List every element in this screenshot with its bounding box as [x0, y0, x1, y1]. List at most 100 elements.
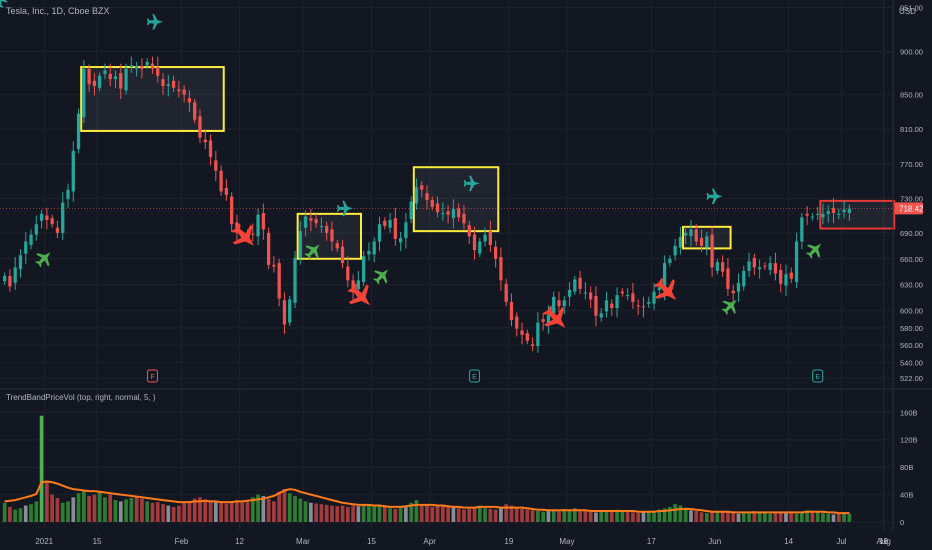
candle[interactable]: [842, 200, 846, 219]
candle[interactable]: [124, 63, 128, 95]
candle[interactable]: [847, 204, 851, 221]
candle[interactable]: [472, 226, 477, 260]
candle[interactable]: [483, 227, 487, 247]
candle[interactable]: [29, 229, 33, 250]
candle[interactable]: [731, 284, 735, 302]
candle[interactable]: [541, 313, 545, 331]
candle[interactable]: [261, 203, 265, 240]
candle[interactable]: [694, 224, 698, 246]
candle[interactable]: [76, 108, 81, 154]
candle[interactable]: [182, 85, 186, 103]
candle[interactable]: [346, 256, 350, 288]
volume-series[interactable]: [2, 415, 852, 522]
candle[interactable]: [747, 252, 751, 277]
candle[interactable]: [573, 276, 577, 296]
candle[interactable]: [509, 293, 514, 327]
candle[interactable]: [773, 252, 778, 281]
candle[interactable]: [457, 203, 461, 222]
candle[interactable]: [367, 242, 371, 261]
candle[interactable]: [61, 192, 65, 240]
candle[interactable]: [140, 58, 144, 79]
candle[interactable]: [256, 208, 260, 245]
candle[interactable]: [398, 232, 403, 251]
candle[interactable]: [520, 322, 524, 345]
candle[interactable]: [625, 288, 630, 301]
candle[interactable]: [119, 63, 123, 99]
candle[interactable]: [678, 226, 683, 255]
candle[interactable]: [578, 270, 582, 295]
candle[interactable]: [214, 150, 218, 182]
earnings-event-marker[interactable]: E: [469, 369, 481, 383]
candle[interactable]: [699, 229, 704, 252]
candle[interactable]: [377, 216, 382, 251]
candle[interactable]: [108, 63, 112, 87]
candle[interactable]: [705, 232, 709, 256]
candle[interactable]: [335, 239, 339, 252]
candle[interactable]: [330, 221, 334, 251]
candle[interactable]: [272, 256, 276, 273]
candle[interactable]: [230, 192, 234, 232]
candle[interactable]: [768, 256, 772, 276]
candle[interactable]: [710, 226, 714, 277]
candle[interactable]: [420, 181, 424, 198]
candle[interactable]: [684, 226, 688, 245]
candle[interactable]: [631, 282, 635, 309]
candle[interactable]: [441, 202, 445, 221]
candle[interactable]: [721, 255, 725, 277]
candle[interactable]: [13, 257, 17, 290]
candle[interactable]: [779, 263, 783, 293]
candle[interactable]: [604, 291, 609, 318]
candle[interactable]: [805, 206, 809, 226]
candle[interactable]: [404, 213, 408, 249]
candle[interactable]: [103, 63, 107, 80]
candle[interactable]: [314, 213, 318, 228]
candle[interactable]: [425, 185, 429, 210]
candle[interactable]: [451, 199, 456, 229]
volume-axis[interactable]: 0 40B 80B 120B 160B: [900, 408, 918, 527]
candle[interactable]: [763, 262, 767, 270]
candle[interactable]: [303, 210, 308, 237]
candle[interactable]: [467, 220, 471, 245]
candle[interactable]: [668, 255, 672, 267]
candle[interactable]: [251, 223, 255, 242]
candle[interactable]: [689, 219, 693, 247]
candle[interactable]: [789, 267, 793, 283]
candle[interactable]: [589, 286, 593, 308]
candle[interactable]: [193, 99, 197, 124]
candle[interactable]: [715, 258, 720, 275]
candle[interactable]: [3, 272, 7, 285]
candle[interactable]: [134, 61, 139, 77]
candle[interactable]: [837, 208, 841, 220]
candle[interactable]: [647, 296, 651, 308]
candle[interactable]: [462, 205, 466, 230]
candle[interactable]: [198, 109, 202, 144]
candle[interactable]: [55, 220, 60, 239]
candle[interactable]: [266, 227, 271, 270]
candle[interactable]: [145, 58, 149, 69]
candle[interactable]: [742, 265, 746, 291]
candle[interactable]: [277, 258, 281, 307]
candle[interactable]: [615, 287, 619, 318]
candle[interactable]: [594, 286, 598, 327]
candle[interactable]: [831, 198, 836, 224]
candle[interactable]: [446, 205, 450, 224]
candle[interactable]: [187, 90, 192, 112]
candle[interactable]: [362, 251, 366, 287]
candle[interactable]: [488, 220, 492, 252]
candle[interactable]: [478, 238, 482, 258]
candle[interactable]: [34, 215, 38, 241]
candle[interactable]: [536, 312, 540, 353]
time-axis[interactable]: 2021 15 Feb 12 Mar 15 Apr 19 May 17 Jun 14 Jul 19Aug1…: [35, 537, 890, 546]
candle[interactable]: [736, 273, 741, 302]
candle[interactable]: [821, 203, 825, 225]
candle[interactable]: [219, 165, 223, 196]
candle[interactable]: [810, 213, 815, 221]
candle[interactable]: [557, 291, 561, 313]
candle[interactable]: [652, 282, 656, 310]
candle[interactable]: [393, 207, 397, 246]
candle[interactable]: [826, 205, 830, 223]
candle[interactable]: [800, 213, 804, 250]
candle[interactable]: [171, 75, 176, 93]
candle[interactable]: [599, 308, 603, 322]
